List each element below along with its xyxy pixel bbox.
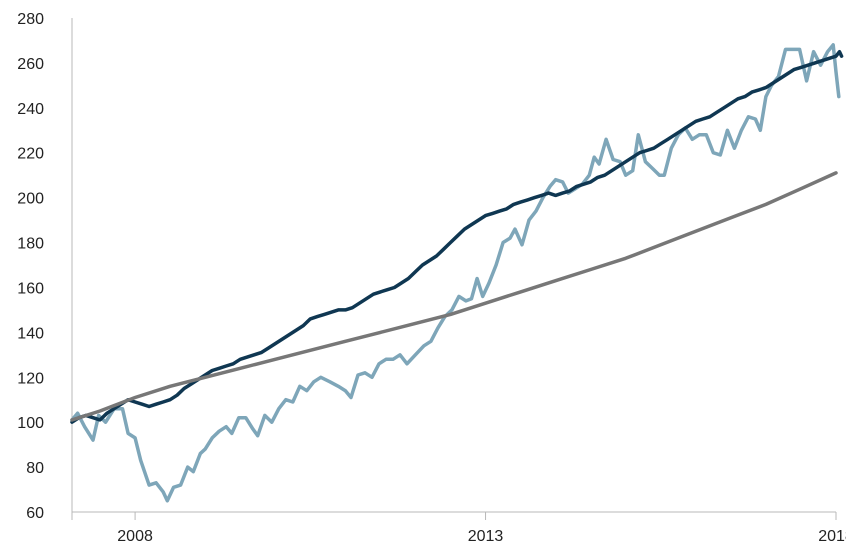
x-axis: 2008 2013 2018 bbox=[71, 511, 846, 543]
series-line-3 bbox=[70, 171, 838, 422]
y-axis: 60 80 100 120 140 160 180 200 220 240 260 280 bbox=[17, 11, 73, 522]
y-tick-label: 180 bbox=[17, 236, 44, 253]
y-tick-label: 280 bbox=[17, 11, 44, 28]
x-tick-label: 2013 bbox=[468, 528, 504, 543]
x-tick-label: 2008 bbox=[117, 528, 153, 543]
y-tick-label: 80 bbox=[26, 460, 44, 477]
y-tick-label: 60 bbox=[26, 505, 44, 522]
x-tick-label: 2018 bbox=[818, 528, 846, 543]
series-line-1 bbox=[70, 43, 841, 503]
y-tick-label: 200 bbox=[17, 191, 44, 208]
y-tick-labels: 60 80 100 120 140 160 180 200 220 240 260 280 bbox=[17, 11, 44, 522]
y-tick-label: 220 bbox=[17, 146, 44, 163]
y-tick-label: 160 bbox=[17, 280, 44, 297]
series-line-2 bbox=[70, 49, 844, 424]
y-tick-label: 260 bbox=[17, 56, 44, 73]
y-tick-label: 100 bbox=[17, 415, 44, 432]
y-tick-label: 120 bbox=[17, 370, 44, 387]
x-tick-labels: 2008 2013 2018 bbox=[71, 512, 846, 543]
plot-area bbox=[70, 43, 844, 503]
y-tick-label: 240 bbox=[17, 101, 44, 118]
y-tick-label: 140 bbox=[17, 325, 44, 342]
